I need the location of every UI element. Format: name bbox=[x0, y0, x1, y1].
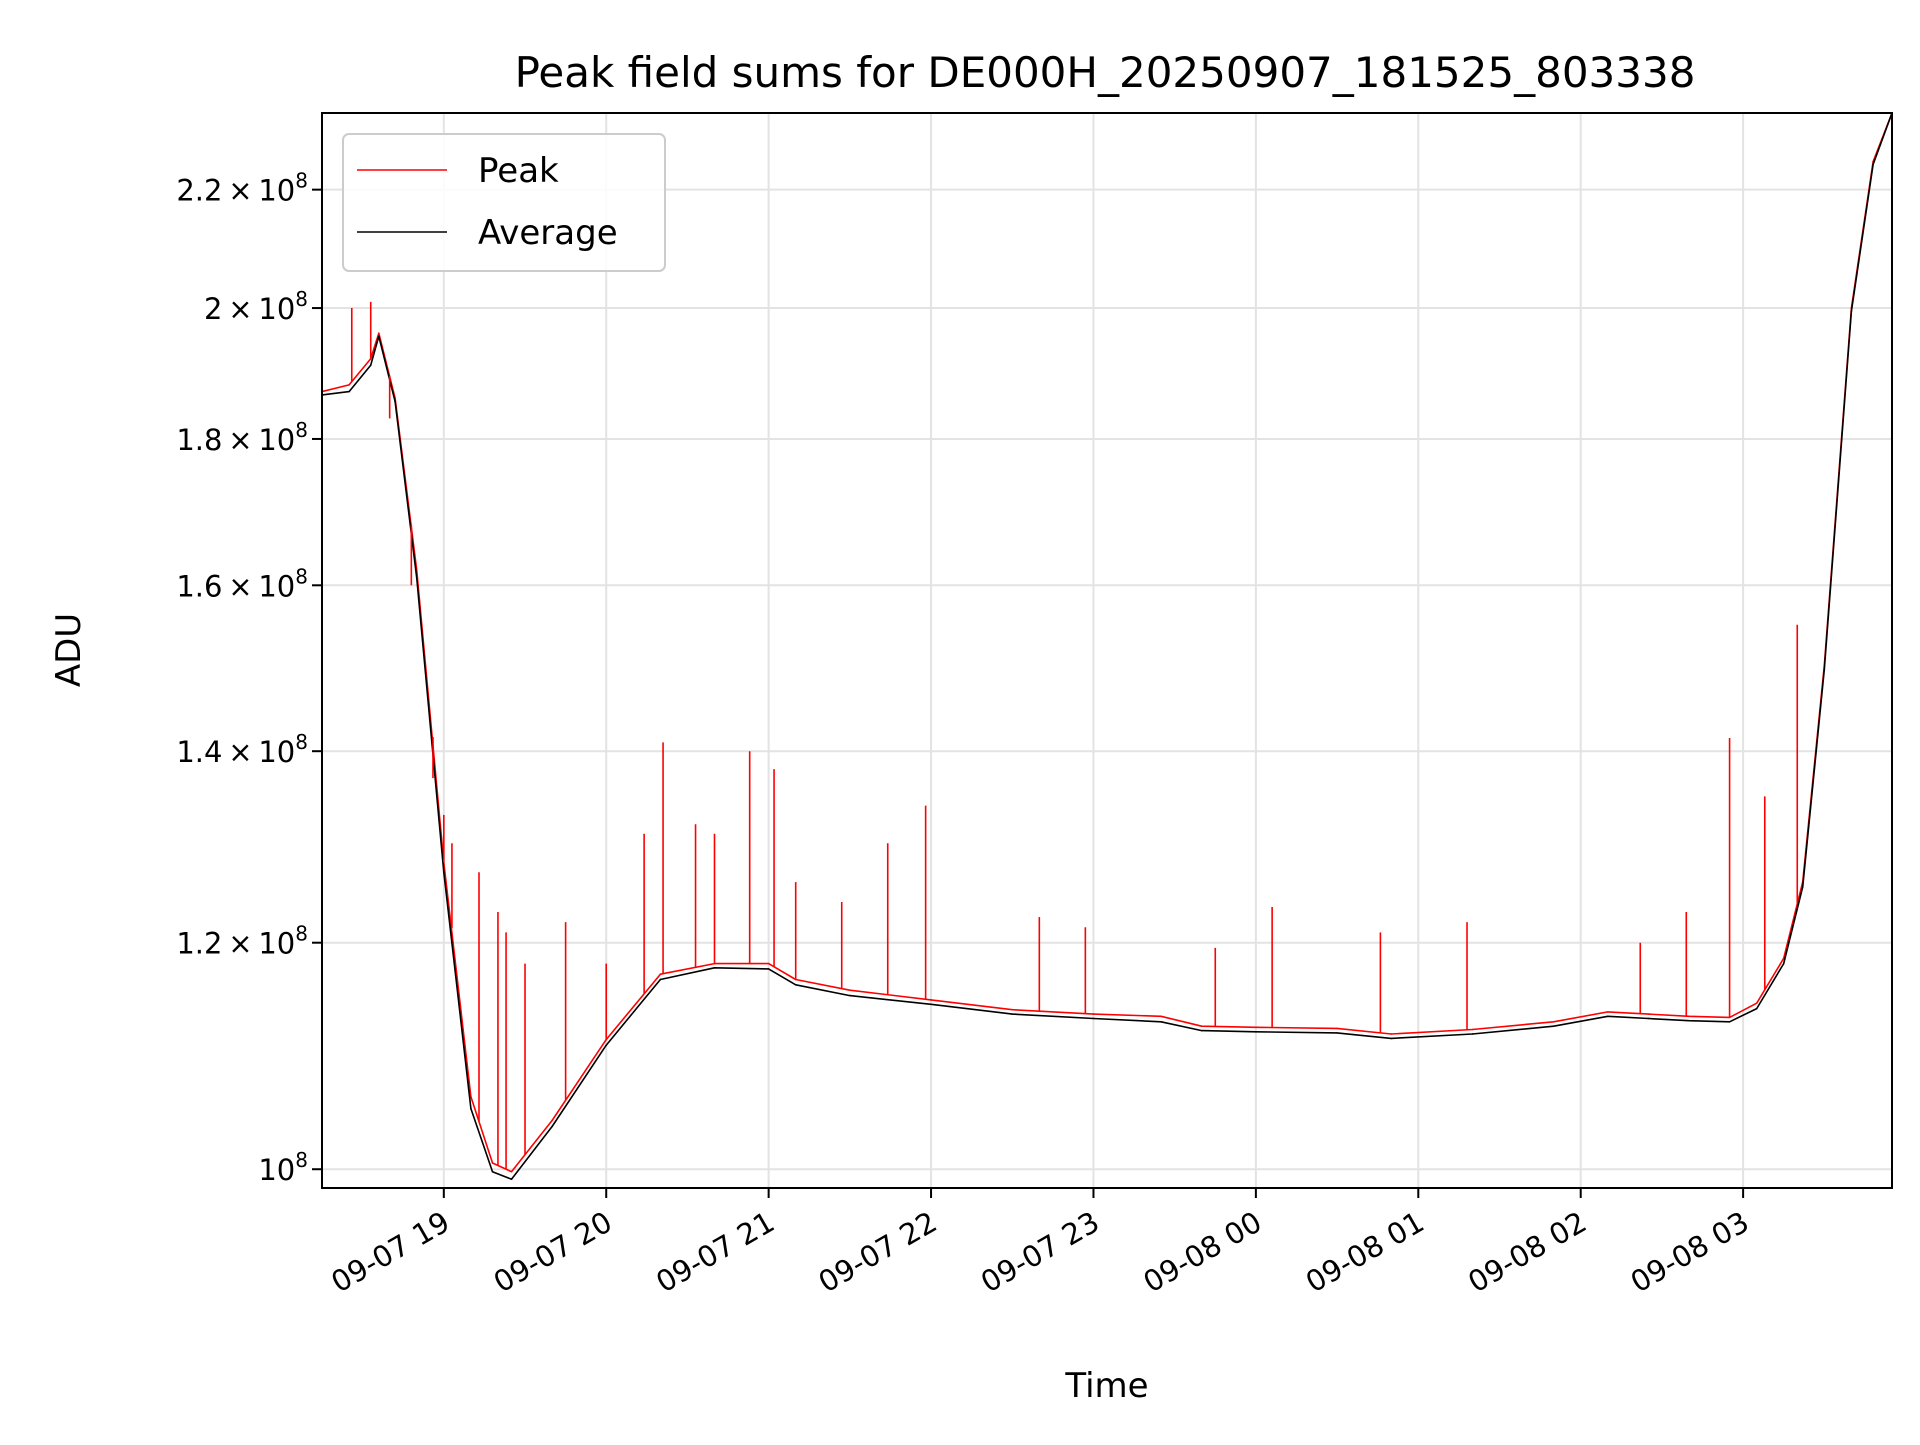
series-point-average bbox=[491, 1170, 494, 1173]
series-point-average bbox=[415, 576, 418, 579]
series-point-average bbox=[1552, 1025, 1555, 1028]
series-point-peak bbox=[849, 989, 851, 991]
series-point-average bbox=[348, 390, 350, 393]
series-point-average bbox=[605, 1044, 608, 1046]
series-point-average bbox=[1850, 310, 1853, 312]
series-point-average bbox=[394, 400, 396, 403]
series-point-peak bbox=[1647, 1013, 1650, 1015]
series-line-average bbox=[322, 113, 1892, 1180]
series-point-average bbox=[1728, 1020, 1731, 1023]
y-tick-label: 1.8 × 108 bbox=[176, 418, 308, 457]
series-point-peak bbox=[378, 332, 380, 334]
series-point-peak bbox=[767, 962, 770, 965]
series-point-peak bbox=[1471, 1028, 1474, 1031]
series-point-peak bbox=[1255, 1026, 1257, 1029]
series-point-average bbox=[713, 967, 716, 969]
series-point-average bbox=[794, 984, 797, 986]
series-point-peak bbox=[470, 1096, 472, 1098]
series-point-average bbox=[378, 335, 380, 338]
series-point-average bbox=[849, 994, 851, 997]
plot-series bbox=[322, 113, 1892, 1181]
series-point-average bbox=[930, 1003, 932, 1006]
series-point-average bbox=[1801, 886, 1804, 888]
y-axis-label: ADU bbox=[49, 613, 89, 687]
series-point-average bbox=[470, 1107, 472, 1110]
series-point-peak bbox=[1688, 1015, 1690, 1018]
series-point-average bbox=[369, 364, 372, 367]
series-point-average bbox=[1011, 1013, 1014, 1015]
series-point-average bbox=[1782, 962, 1785, 965]
series-point-average bbox=[1471, 1033, 1474, 1035]
legend-peak-label: Peak bbox=[478, 151, 559, 191]
plot-frame bbox=[321, 112, 1893, 1189]
series-point-peak bbox=[348, 384, 350, 386]
series-point-average bbox=[1688, 1019, 1690, 1022]
series-point-peak bbox=[1092, 1013, 1095, 1015]
y-axis-ticks: 108 1.2 × 108 1.4 × 108 1.6 × 108 1.8 × 108 2… bbox=[176, 169, 322, 1187]
y-tick-label: 1.4 × 108 bbox=[176, 730, 308, 769]
series-point-average bbox=[1872, 163, 1874, 166]
y-tick-label: 2.2 × 108 bbox=[176, 169, 308, 208]
series-point-peak bbox=[930, 999, 932, 1001]
grid bbox=[322, 113, 1892, 1188]
series-point-peak bbox=[1200, 1025, 1203, 1028]
series-point-average bbox=[1200, 1029, 1203, 1032]
series-point-peak bbox=[1011, 1008, 1014, 1011]
series-point-peak bbox=[551, 1119, 553, 1122]
series-point-peak bbox=[1160, 1015, 1162, 1018]
series-point-average bbox=[1160, 1020, 1162, 1023]
series-point-peak bbox=[1336, 1027, 1338, 1030]
series-point-peak bbox=[1606, 1011, 1609, 1013]
series-point-average bbox=[1390, 1037, 1393, 1040]
y-tick-label: 1.2 × 108 bbox=[176, 922, 308, 961]
series-point-average bbox=[510, 1178, 513, 1181]
series-point-average bbox=[659, 978, 662, 981]
series-point-peak bbox=[1552, 1020, 1555, 1023]
legend-box bbox=[342, 133, 666, 272]
series-point-average bbox=[443, 871, 445, 874]
series-point-peak bbox=[659, 973, 662, 975]
series-point-peak bbox=[1390, 1033, 1393, 1035]
series-point-average bbox=[1647, 1017, 1650, 1020]
series-point-average bbox=[1336, 1032, 1338, 1034]
x-axis-label: Time bbox=[1064, 1366, 1148, 1406]
series-point-peak bbox=[510, 1170, 513, 1173]
y-tick-label: 2 × 108 bbox=[204, 287, 308, 326]
series-point-average bbox=[1255, 1030, 1257, 1033]
series-point-peak bbox=[1755, 1002, 1758, 1004]
series-point-average bbox=[767, 968, 770, 970]
y-tick-label: 1.6 × 108 bbox=[176, 564, 308, 603]
series-point-average bbox=[551, 1125, 553, 1128]
series-point-average bbox=[1092, 1017, 1095, 1020]
series-point-average bbox=[1606, 1015, 1609, 1018]
y-tick-label: 108 bbox=[258, 1148, 308, 1187]
series-point-average bbox=[1755, 1007, 1758, 1010]
chart-title: Peak field sums for DE000H_20250907_1815… bbox=[515, 48, 1696, 97]
series-point-average bbox=[1823, 668, 1826, 671]
series-point-peak bbox=[491, 1162, 494, 1164]
legend-average-label: Average bbox=[478, 213, 618, 253]
legend: Peak Average bbox=[342, 133, 666, 272]
series-line-peak bbox=[322, 113, 1892, 1173]
